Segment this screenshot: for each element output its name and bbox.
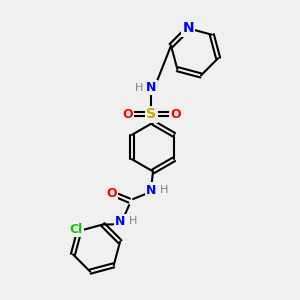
Text: S: S <box>146 107 157 121</box>
Text: O: O <box>122 108 133 121</box>
Text: O: O <box>170 108 181 121</box>
Text: N: N <box>146 81 157 94</box>
Text: N: N <box>182 21 194 35</box>
Text: H: H <box>129 216 137 226</box>
Text: N: N <box>146 184 157 196</box>
Text: N: N <box>115 215 125 228</box>
Text: O: O <box>106 187 117 200</box>
Text: Cl: Cl <box>70 223 83 236</box>
Text: H: H <box>135 82 143 93</box>
Text: H: H <box>160 185 168 195</box>
